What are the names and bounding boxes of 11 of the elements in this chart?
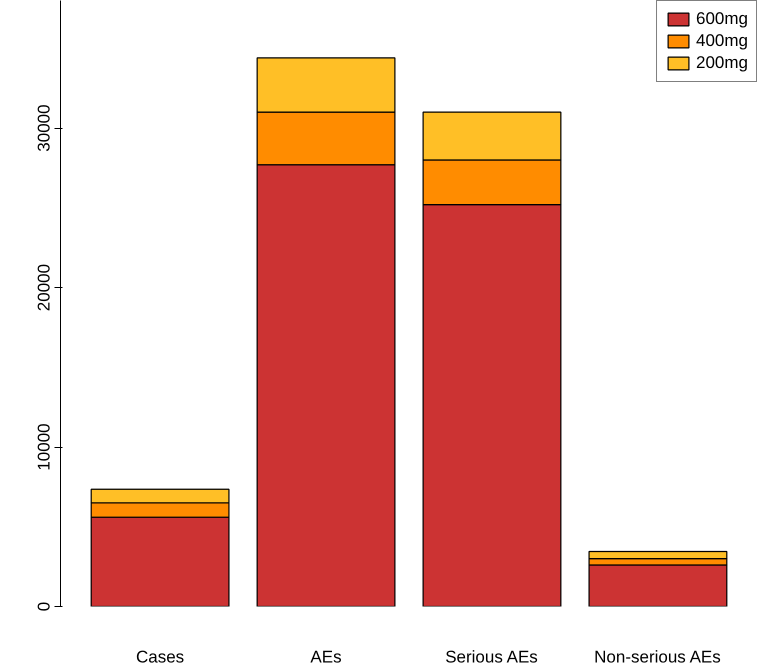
legend-label: 400mg	[696, 31, 748, 51]
legend-label: 200mg	[696, 53, 748, 73]
y-tick-label: 20000	[34, 264, 54, 312]
y-tick-label: 30000	[34, 104, 54, 152]
x-tick-label: AEs	[310, 648, 342, 666]
legend-label: 600mg	[696, 9, 748, 29]
x-tick-label: Serious AEs	[445, 648, 538, 666]
y-tick-label: 0	[34, 602, 54, 612]
x-tick-label: Non-serious AEs	[594, 648, 721, 666]
x-tick-label: Cases	[136, 648, 184, 666]
y-tick-label: 10000	[34, 423, 54, 471]
